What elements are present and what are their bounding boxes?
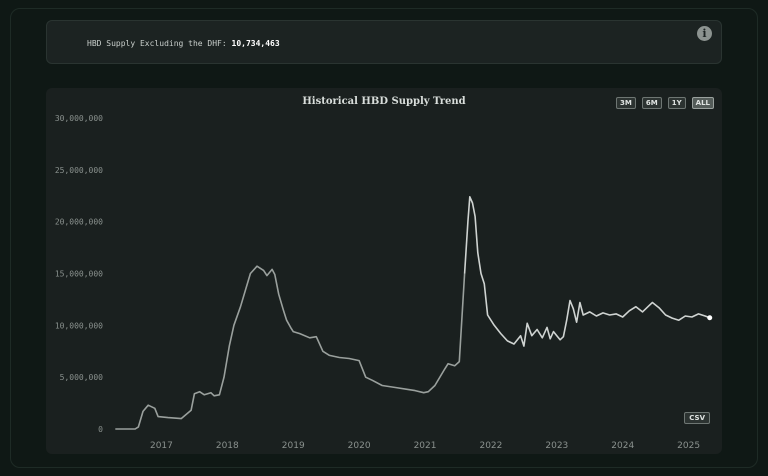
latest-point-marker	[707, 315, 713, 321]
x-tick-label: 2019	[282, 441, 305, 451]
chart-title: Historical HBD Supply Trend	[302, 96, 466, 107]
x-tick-label: 2023	[545, 441, 568, 451]
x-tick-label: 2024	[611, 441, 634, 451]
range-selector: 3M 6M 1Y ALL	[616, 97, 714, 109]
y-tick-label: 30,000,000	[55, 114, 103, 123]
range-3m-button[interactable]: 3M	[616, 97, 636, 109]
hbd-supply-value: 10,734,463	[231, 39, 280, 48]
hbd-supply-summary-card: HBD Supply Excluding the DHF: 10,734,463…	[46, 20, 722, 64]
x-tick-label: 2022	[479, 441, 502, 451]
y-tick-label: 15,000,000	[55, 270, 103, 279]
y-tick-label: 20,000,000	[55, 218, 103, 227]
supply-trend-chart-card: 30,000,000 25,000,000 20,000,000 15,000,000…	[46, 88, 722, 454]
y-tick-label: 5,000,000	[60, 373, 104, 382]
supply-line-early	[115, 265, 466, 430]
x-tick-label: 2021	[414, 441, 437, 451]
hbd-supply-summary: HBD Supply Excluding the DHF: 10,734,463	[87, 39, 280, 48]
page-frame	[10, 8, 758, 468]
range-all-button[interactable]: ALL	[691, 97, 714, 109]
range-6m-button[interactable]: 6M	[641, 97, 662, 109]
info-icon[interactable]: i	[697, 26, 712, 41]
x-tick-label: 2018	[216, 441, 239, 451]
x-tick-label: 2025	[677, 441, 700, 451]
x-tick-label: 2020	[348, 441, 371, 451]
supply-trend-chart: 30,000,000 25,000,000 20,000,000 15,000,000…	[55, 114, 713, 451]
y-tick-label: 0	[98, 425, 103, 434]
range-1y-button[interactable]: 1Y	[667, 97, 686, 109]
hbd-supply-label: HBD Supply Excluding the DHF:	[87, 39, 232, 48]
csv-download-button[interactable]: CSV	[684, 412, 710, 424]
y-tick-label: 25,000,000	[55, 166, 103, 175]
x-tick-label: 2017	[150, 441, 173, 451]
supply-line-recent	[463, 196, 710, 347]
y-tick-label: 10,000,000	[55, 321, 103, 330]
